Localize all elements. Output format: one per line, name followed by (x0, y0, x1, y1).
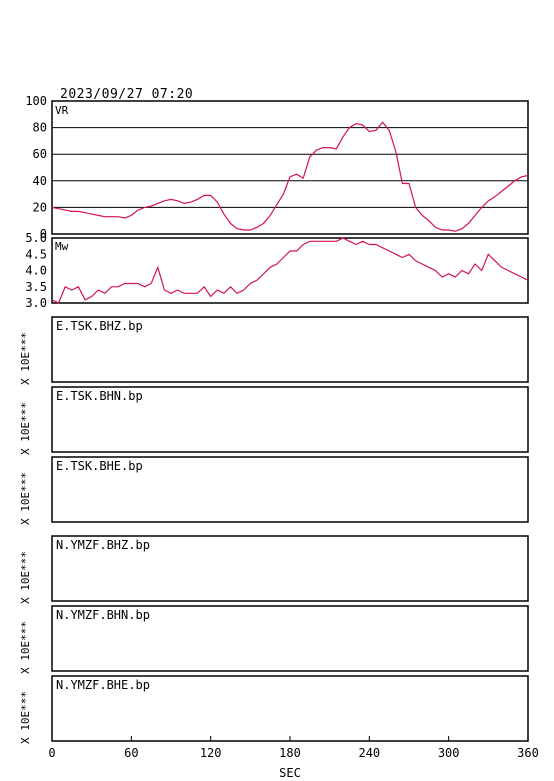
y-tick-label: 60 (33, 147, 47, 161)
channel-frame (51, 386, 529, 453)
x-tick-label: 120 (200, 746, 222, 760)
mw-series-line (51, 237, 529, 304)
channel-frame (51, 316, 529, 383)
vr-label: VR (55, 104, 69, 117)
channel-label: N.YMZF.BHN.bp (56, 608, 150, 622)
channel-frame (51, 535, 529, 602)
y-tick-label: 4.0 (25, 264, 47, 278)
waveform-panel-3: E.TSK.BHE.bp X 10E*** (19, 456, 529, 525)
x-tick-label: 360 (517, 746, 539, 760)
waveform-panel-5: N.YMZF.BHN.bp X 10E*** (19, 605, 529, 674)
channel-label: E.TSK.BHZ.bp (56, 319, 143, 333)
x-tick-label: 60 (124, 746, 138, 760)
y-tick-label: 3.5 (25, 280, 47, 294)
y-tick-label: 20 (33, 200, 47, 214)
vr-panel: VR 100 80 60 40 20 0 (25, 94, 529, 241)
y-tick-label: 40 (33, 174, 47, 188)
vr-y-tick-labels: 100 80 60 40 20 0 (25, 94, 47, 241)
channel-label: N.YMZF.BHZ.bp (56, 538, 150, 552)
x-axis-label: SEC (279, 766, 301, 780)
x-tick-label: 180 (279, 746, 301, 760)
mw-frame (51, 237, 529, 304)
datetime-label: 2023/09/27 07:20 (60, 87, 193, 102)
y-tick-label: 0 (40, 227, 47, 241)
y-tick-label: 5.0 (25, 231, 47, 245)
channel-scale-label: X 10E*** (19, 332, 32, 385)
waveform-panel-4: N.YMZF.BHZ.bp X 10E*** (19, 535, 529, 604)
channel-scale-label: X 10E*** (19, 691, 32, 744)
mw-panel: Mw 5.0 4.5 4.0 3.5 3.0 (25, 231, 529, 310)
vr-series-line (51, 121, 529, 232)
channel-frame (51, 456, 529, 523)
y-tick-label: 100 (25, 94, 47, 108)
waveform-panel-6: N.YMZF.BHE.bp X 10E*** (19, 675, 529, 744)
x-axis-ticks: 0 60 120 180 240 300 360 (48, 736, 539, 760)
y-tick-label: 80 (33, 121, 47, 135)
vr-gridlines (52, 127, 528, 208)
channel-label: E.TSK.BHN.bp (56, 389, 143, 403)
waveform-panel-2: E.TSK.BHN.bp X 10E*** (19, 386, 529, 455)
vr-frame (51, 100, 529, 235)
waveform-panel-1: E.TSK.BHZ.bp X 10E*** (19, 316, 529, 385)
channel-frame (51, 605, 529, 672)
channel-label: E.TSK.BHE.bp (56, 459, 143, 473)
channel-label: N.YMZF.BHE.bp (56, 678, 150, 692)
x-tick-label: 240 (358, 746, 380, 760)
channel-scale-label: X 10E*** (19, 621, 32, 674)
x-tick-label: 300 (438, 746, 460, 760)
x-tick-label: 0 (48, 746, 55, 760)
mw-y-tick-labels: 5.0 4.5 4.0 3.5 3.0 (25, 231, 47, 310)
y-tick-label: 3.0 (25, 296, 47, 310)
y-tick-label: 4.5 (25, 247, 47, 261)
channel-scale-label: X 10E*** (19, 551, 32, 604)
channel-scale-label: X 10E*** (19, 472, 32, 525)
mw-label: Mw (55, 240, 69, 253)
channel-scale-label: X 10E*** (19, 402, 32, 455)
